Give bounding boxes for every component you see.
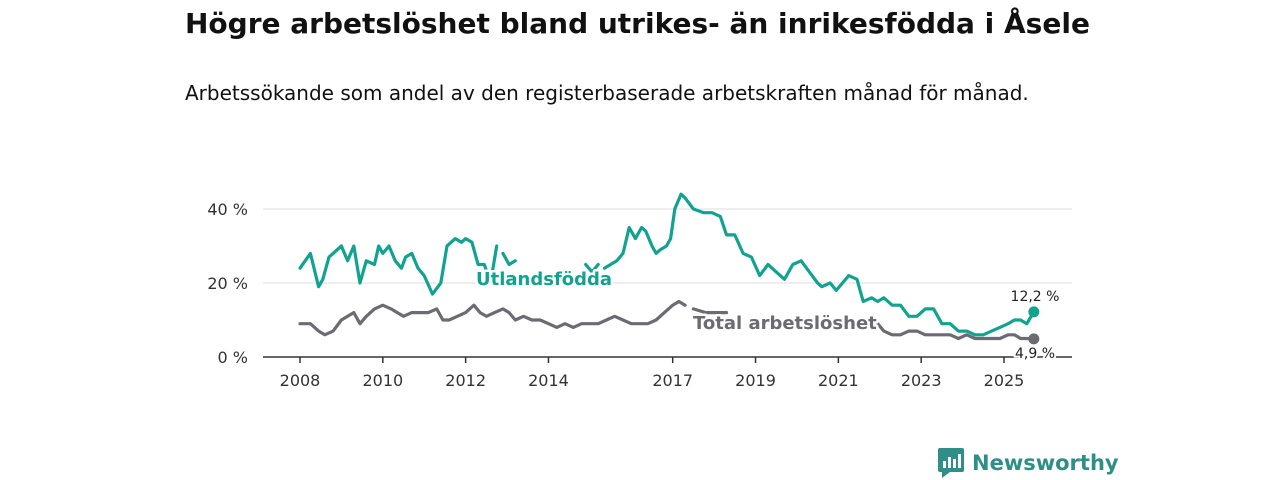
y-tick-label: 40 %	[207, 200, 248, 219]
series-labels: Utlandsfödda Total arbetslöshet 12,2 % 4,9 …	[474, 267, 1062, 365]
utlandsfodda-line	[298, 192, 1036, 337]
series-lines	[298, 192, 1040, 345]
x-tick-label: 2019	[735, 371, 776, 390]
x-tick-label: 2008	[280, 371, 321, 390]
gridlines	[263, 208, 1072, 284]
x-tick-label: 2014	[528, 371, 569, 390]
utlandsfodda-end-marker	[1028, 306, 1040, 318]
brand-name: Newsworthy	[972, 451, 1119, 475]
newsworthy-logo-icon	[938, 448, 964, 478]
x-tick-label: 2012	[445, 371, 486, 390]
line-chart: 0 % 20 % 40 % 2008 2010 2012 2014 2017 2019 2021 2…	[207, 192, 1072, 390]
series-label-utlandsfodda: Utlandsfödda	[476, 269, 612, 290]
series-label-total-arbetsloshet: Total arbetslöshet	[693, 313, 877, 334]
y-tick-label: 0 %	[218, 348, 248, 367]
x-tick-label: 2021	[818, 371, 859, 390]
axes: 0 % 20 % 40 % 2008 2010 2012 2014 2017 2019 2021 2…	[207, 200, 1072, 390]
total-arbetsloshet-line	[298, 299, 1036, 341]
chart-subtitle: Arbetssökande som andel av den registerb…	[185, 81, 1029, 105]
end-label-total-arbetsloshet: 4,9 %	[1015, 346, 1055, 362]
newsworthy-brand[interactable]: Newsworthy	[938, 448, 1119, 478]
total-arbetsloshet-end-marker	[1028, 333, 1040, 345]
x-tick-label: 2010	[362, 371, 403, 390]
chart-title: Högre arbetslöshet bland utrikes- än inr…	[185, 7, 1090, 40]
x-tick-label: 2023	[901, 371, 942, 390]
y-tick-label: 20 %	[207, 274, 248, 293]
x-tick-label: 2017	[652, 371, 693, 390]
x-tick-label: 2025	[984, 371, 1025, 390]
end-label-utlandsfodda: 12,2 %	[1011, 289, 1060, 305]
